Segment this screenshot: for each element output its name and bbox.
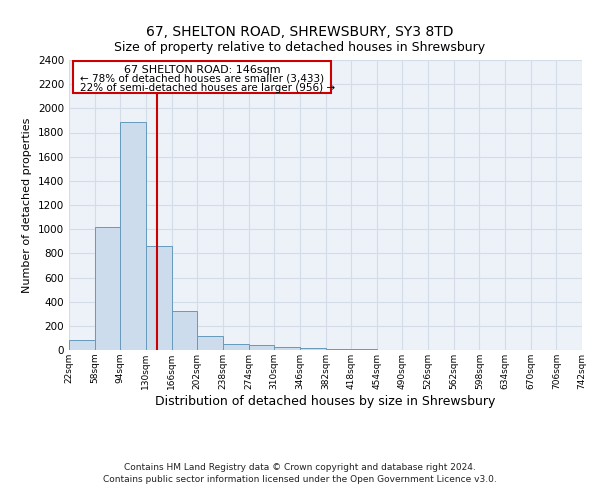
Bar bbox=[69, 340, 95, 350]
Text: Contains public sector information licensed under the Open Government Licence v3: Contains public sector information licen… bbox=[103, 476, 497, 484]
Bar bbox=[300, 348, 325, 350]
Text: Size of property relative to detached houses in Shrewsbury: Size of property relative to detached ho… bbox=[115, 41, 485, 54]
Bar bbox=[121, 122, 146, 350]
FancyBboxPatch shape bbox=[73, 60, 331, 92]
Bar bbox=[197, 336, 223, 350]
Bar bbox=[172, 312, 197, 350]
X-axis label: Distribution of detached houses by size in Shrewsbury: Distribution of detached houses by size … bbox=[155, 394, 496, 407]
Bar bbox=[274, 346, 300, 350]
Text: 67, SHELTON ROAD, SHREWSBURY, SY3 8TD: 67, SHELTON ROAD, SHREWSBURY, SY3 8TD bbox=[146, 26, 454, 40]
Bar bbox=[248, 345, 274, 350]
Text: Contains HM Land Registry data © Crown copyright and database right 2024.: Contains HM Land Registry data © Crown c… bbox=[124, 463, 476, 472]
Text: 67 SHELTON ROAD: 146sqm: 67 SHELTON ROAD: 146sqm bbox=[124, 65, 281, 75]
Bar bbox=[146, 246, 172, 350]
Bar bbox=[95, 227, 121, 350]
Y-axis label: Number of detached properties: Number of detached properties bbox=[22, 118, 32, 292]
Text: ← 78% of detached houses are smaller (3,433): ← 78% of detached houses are smaller (3,… bbox=[80, 74, 325, 84]
Text: 22% of semi-detached houses are larger (956) →: 22% of semi-detached houses are larger (… bbox=[80, 82, 335, 92]
Bar bbox=[223, 344, 248, 350]
